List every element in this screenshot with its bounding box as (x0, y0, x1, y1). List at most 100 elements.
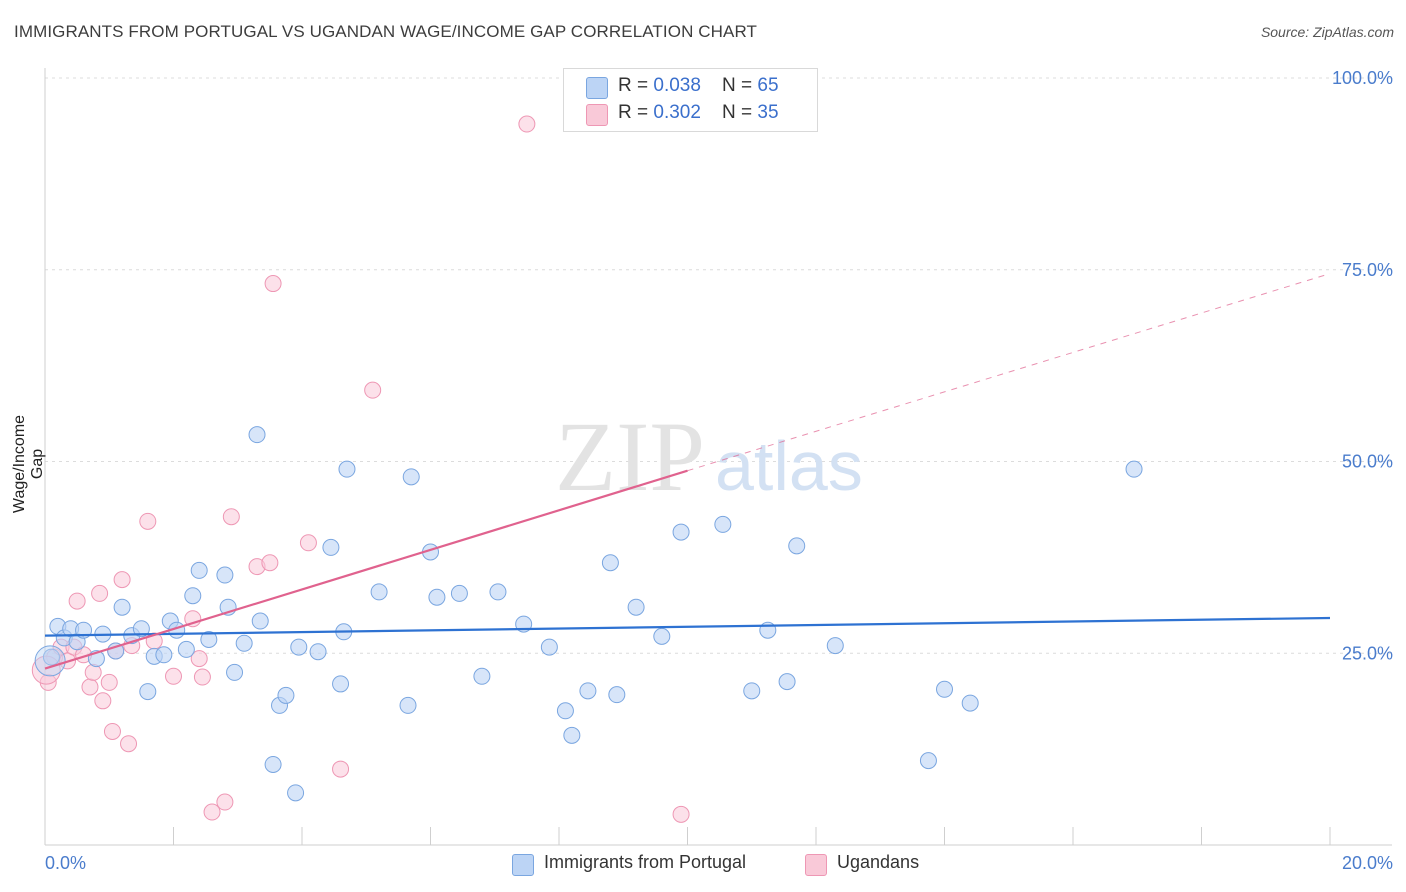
watermark: ZIP atlas (555, 401, 863, 512)
portugal-point (251, 612, 269, 630)
ugandans-point (120, 735, 138, 753)
portugal-point (177, 640, 195, 658)
portugal-point (627, 598, 645, 616)
portugal-point (277, 686, 295, 704)
portugal-point (34, 645, 66, 677)
ugandans-point (672, 805, 690, 823)
ugandans-point (299, 534, 317, 552)
portugal-point (139, 683, 157, 701)
portugal-point (290, 638, 308, 656)
legend-swatch-blue (586, 77, 608, 99)
ugandans-point (364, 381, 382, 399)
ugandans-point (103, 722, 121, 740)
portugal-point (399, 696, 417, 714)
ugandans-point (139, 512, 157, 530)
portugal-point (579, 682, 597, 700)
y-tick-label: 75.0% (1342, 260, 1393, 280)
ugandans-point (264, 275, 282, 293)
y-tick-label: 50.0% (1342, 452, 1393, 472)
portugal-point (322, 538, 340, 556)
trend-lines (44, 273, 1331, 670)
portugal-point (226, 663, 244, 681)
correlation-legend: R = 0.038 N = 65 R = 0.302 N = 35 (563, 68, 818, 132)
ugandans-point (261, 554, 279, 572)
portugal-point (473, 667, 491, 685)
watermark-atlas: atlas (715, 427, 863, 505)
ugandans-point (81, 678, 99, 696)
bottom-legend-swatch-blue (512, 854, 534, 876)
axes (44, 68, 1392, 846)
portugal-point (556, 702, 574, 720)
y-tick-label: 25.0% (1342, 643, 1393, 663)
portugal-point (190, 561, 208, 579)
bottom-legend-swatch-pink (805, 854, 827, 876)
legend-r-value: 0.302 (653, 102, 701, 123)
portugal-point (338, 460, 356, 478)
portugal-point (743, 682, 761, 700)
ugandans-point (203, 803, 221, 821)
ugandans-point (113, 571, 131, 589)
legend-r-label: R = (618, 102, 654, 123)
ugandans-point (91, 584, 109, 602)
legend-swatch-pink (586, 104, 608, 126)
portugal-point (132, 620, 150, 638)
portugal-point (714, 515, 732, 533)
portugal-point (826, 637, 844, 655)
ugandans-point (222, 508, 240, 526)
portugal-point (216, 566, 234, 584)
legend-n-value: 35 (757, 102, 779, 123)
bottom-legend-label-ugandans: Ugandans (837, 852, 920, 872)
portugal-point (332, 675, 350, 693)
portugal-point (113, 598, 131, 616)
portugal-point (42, 648, 60, 666)
portugal-point (309, 643, 327, 661)
bottom-legend-label-portugal: Immigrants from Portugal (544, 852, 747, 872)
ugandans-point (190, 650, 208, 668)
legend-r-label: R = (618, 75, 654, 96)
legend-n-label: N = (722, 102, 758, 123)
portugal-trend-line (44, 616, 1331, 637)
portugal-point (155, 646, 173, 664)
portugal-point (200, 630, 218, 648)
ugandans-point (165, 667, 182, 685)
portugal-point (370, 583, 388, 601)
tick-labels: 25.0% 50.0% 75.0% 100.0% 0.0% 20.0% (45, 68, 1393, 873)
portugal-point (489, 583, 507, 601)
portugal-point (264, 755, 282, 773)
source-label: Source: ZipAtlas.com (1260, 24, 1394, 40)
ugandans-point (94, 692, 112, 710)
watermark-zip: ZIP (555, 401, 705, 512)
y-tick-label: 100.0% (1332, 68, 1393, 88)
grid-lines (45, 77, 1392, 654)
portugal-point (287, 784, 305, 802)
portugal-point (778, 673, 796, 691)
legend-r-value: 0.038 (653, 75, 701, 96)
portugal-points (34, 426, 1143, 802)
ugandans-point (518, 115, 536, 133)
legend-n-label: N = (722, 75, 758, 96)
portugal-point (563, 726, 581, 744)
portugal-point (428, 588, 446, 606)
portugal-point (540, 638, 558, 656)
portugal-point (248, 426, 266, 444)
portugal-point (653, 627, 671, 645)
portugal-point (672, 523, 690, 541)
ugandans-point (68, 592, 86, 610)
portugal-point (936, 680, 953, 698)
ugandans-point (332, 760, 350, 778)
portugal-point (961, 694, 979, 712)
portugal-point (788, 537, 806, 555)
ugandans-trend-extension (687, 273, 1331, 472)
portugal-point (402, 468, 420, 486)
ugandans-point (216, 793, 234, 811)
ugandans-point (84, 663, 102, 681)
portugal-point (450, 584, 468, 602)
portugal-point (919, 752, 937, 770)
x-tick-label: 20.0% (1342, 853, 1393, 873)
x-tick-label: 0.0% (45, 853, 86, 873)
portugal-point (608, 686, 626, 704)
legend-n-value: 65 (757, 75, 779, 96)
chart-title: IMMIGRANTS FROM PORTUGAL VS UGANDAN WAGE… (14, 22, 758, 41)
ugandans-trend-line (44, 469, 688, 670)
